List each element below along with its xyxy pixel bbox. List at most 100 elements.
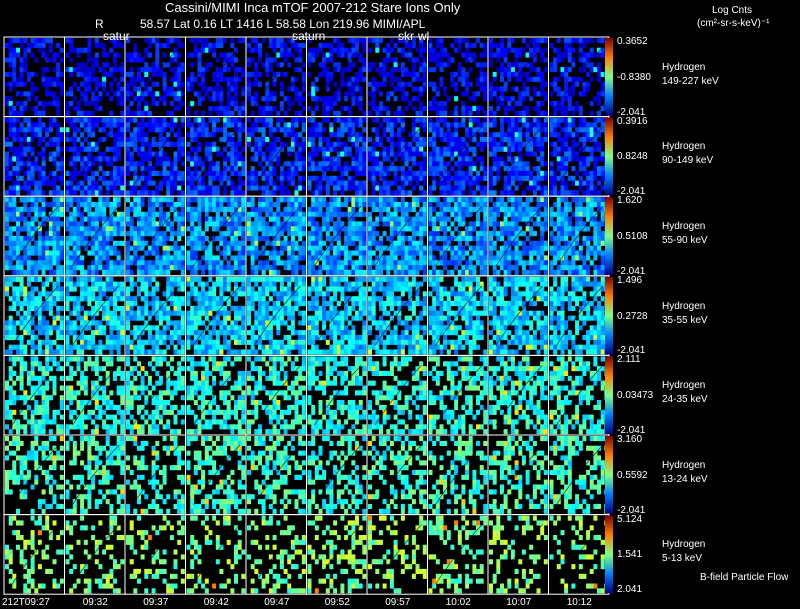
data-pixel [318, 240, 323, 246]
data-pixel [166, 170, 171, 176]
data-pixel [465, 170, 470, 176]
data-pixel [69, 67, 74, 73]
data-pixel [336, 141, 341, 147]
data-pixel [382, 62, 387, 68]
data-pixel [80, 91, 85, 97]
data-pixel [129, 185, 134, 191]
data-pixel [375, 127, 380, 133]
data-pixel [351, 202, 356, 208]
data-pixel [223, 240, 228, 246]
data-pixel [158, 269, 163, 275]
data-pixel [204, 185, 209, 191]
data-pixel [190, 250, 195, 256]
data-pixel [177, 146, 182, 152]
data-pixel [265, 240, 270, 246]
data-pixel [556, 76, 561, 82]
data-pixel [116, 122, 121, 128]
data-pixel [553, 175, 558, 181]
data-pixel [23, 260, 28, 266]
data-pixel [80, 146, 85, 152]
data-pixel [177, 127, 182, 133]
data-pixel [329, 269, 334, 275]
data-pixel [358, 197, 363, 203]
data-pixel [16, 206, 20, 212]
data-pixel [415, 127, 420, 133]
data-pixel [397, 38, 402, 44]
data-pixel [279, 52, 284, 58]
data-pixel [261, 236, 266, 242]
data-pixel [201, 81, 206, 87]
data-pixel [422, 141, 427, 147]
data-pixel [237, 76, 242, 82]
data-pixel [241, 216, 246, 222]
data-pixel [549, 117, 554, 123]
data-pixel [514, 47, 519, 53]
data-pixel [144, 137, 149, 143]
data-pixel [593, 170, 598, 176]
data-pixel [102, 67, 107, 73]
data-pixel [362, 185, 367, 191]
data-pixel [314, 190, 319, 196]
data-pixel [197, 190, 202, 196]
data-pixel [298, 151, 303, 157]
data-pixel [287, 96, 292, 102]
data-pixel [279, 197, 284, 203]
data-pixel [483, 202, 488, 208]
data-pixel [169, 185, 174, 191]
data-pixel [393, 240, 398, 246]
data-pixel [483, 250, 488, 256]
data-pixel [237, 250, 242, 256]
data-pixel [5, 137, 9, 143]
data-pixel [450, 132, 455, 138]
data-pixel [30, 105, 35, 111]
data-pixel [105, 180, 110, 186]
data-pixel [536, 166, 541, 172]
data-pixel [347, 231, 352, 237]
data-pixel [294, 221, 299, 227]
data-pixel [169, 57, 174, 63]
data-pixel [336, 91, 341, 97]
data-pixel [461, 81, 466, 87]
data-pixel [94, 76, 99, 82]
data-pixel [408, 255, 413, 261]
data-pixel [457, 42, 462, 48]
data-pixel [443, 86, 448, 92]
data-pixel [307, 250, 312, 256]
data-pixel [408, 42, 413, 48]
data-pixel [597, 132, 601, 138]
data-pixel [472, 190, 477, 196]
data-pixel [247, 185, 251, 191]
data-pixel [411, 105, 416, 111]
data-pixel [298, 52, 303, 58]
data-pixel [415, 132, 420, 138]
data-pixel [375, 47, 380, 53]
data-pixel [23, 151, 28, 157]
data-pixel [362, 236, 367, 242]
data-pixel [204, 221, 209, 227]
data-pixel [344, 231, 349, 237]
data-pixel [126, 52, 130, 58]
data-pixel [272, 96, 277, 102]
data-pixel [116, 175, 121, 181]
data-pixel [593, 67, 598, 73]
data-pixel [564, 86, 569, 92]
data-pixel [415, 86, 420, 92]
data-pixel [432, 57, 437, 63]
data-pixel [461, 122, 466, 128]
data-pixel [279, 190, 284, 196]
data-pixel [355, 226, 359, 232]
data-pixel [230, 156, 235, 162]
data-pixel [155, 240, 160, 246]
data-pixel [83, 245, 88, 251]
data-pixel [567, 96, 572, 102]
data-pixel [521, 161, 526, 167]
data-pixel [59, 86, 64, 92]
data-pixel [322, 146, 327, 152]
data-pixel [503, 146, 508, 152]
data-pixel [91, 211, 96, 217]
data-pixel [514, 71, 519, 77]
data-pixel [382, 190, 387, 196]
data-pixel [158, 170, 163, 176]
data-pixel [98, 211, 103, 217]
data-pixel [193, 76, 198, 82]
